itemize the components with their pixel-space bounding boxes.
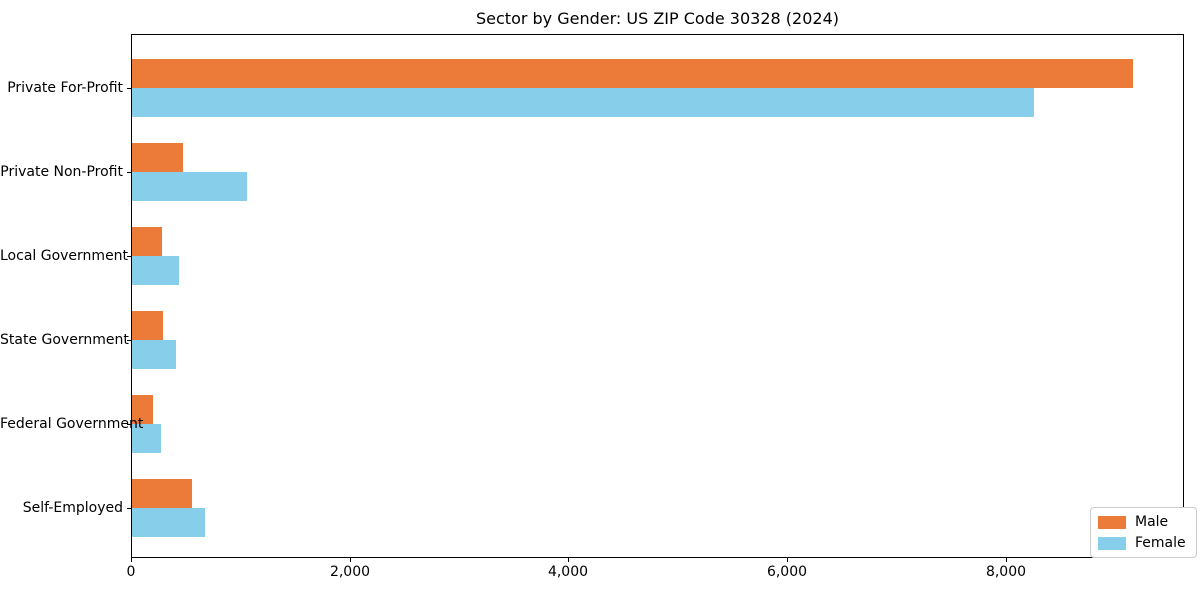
bar-female-self-employed: [132, 508, 205, 537]
y-tick-label-state-government: State Government: [0, 332, 129, 348]
legend-label-female: Female: [1135, 535, 1186, 551]
legend: Male Female: [1090, 507, 1197, 558]
x-tick-label-0: 0: [126, 564, 136, 580]
y-tick-mark: [127, 88, 131, 89]
bar-male-state-government: [132, 311, 163, 340]
bar-male-federal-government: [132, 395, 153, 424]
bar-male-private-non-profit: [132, 143, 183, 172]
bar-female-local-government: [132, 256, 179, 285]
x-tick-mark: [787, 558, 788, 562]
bar-male-self-employed: [132, 479, 192, 508]
y-tick-mark: [127, 172, 131, 173]
bar-female-private-non-profit: [132, 172, 247, 201]
y-tick-label-private-non-profit: Private Non-Profit: [0, 164, 123, 180]
x-tick-mark: [350, 558, 351, 562]
x-tick-mark: [568, 558, 569, 562]
x-tick-mark: [131, 558, 132, 562]
y-tick-label-private-for-profit: Private For-Profit: [7, 80, 123, 96]
y-tick-mark: [127, 424, 131, 425]
plot-area: [131, 34, 1184, 558]
legend-label-male: Male: [1135, 514, 1169, 530]
y-tick-mark: [127, 340, 131, 341]
x-tick-label-6000: 6,000: [766, 564, 808, 580]
y-tick-mark: [127, 256, 131, 257]
x-tick-label-4000: 4,000: [547, 564, 589, 580]
y-tick-label-federal-government: Federal Government: [0, 416, 144, 432]
chart-title: Sector by Gender: US ZIP Code 30328 (202…: [476, 9, 839, 28]
x-tick-label-2000: 2,000: [329, 564, 371, 580]
bar-female-private-for-profit: [132, 88, 1034, 117]
legend-swatch-female: [1098, 536, 1126, 550]
bar-female-state-government: [132, 340, 176, 369]
y-tick-label-local-government: Local Government: [0, 248, 129, 264]
bar-female-federal-government: [132, 424, 161, 453]
y-tick-mark: [127, 508, 131, 509]
x-tick-mark: [1006, 558, 1007, 562]
legend-item-female: Female: [1098, 535, 1186, 551]
x-tick-label-8000: 8,000: [985, 564, 1027, 580]
legend-swatch-male: [1098, 515, 1126, 529]
bar-male-private-for-profit: [132, 59, 1133, 88]
legend-item-male: Male: [1098, 514, 1186, 530]
bar-male-local-government: [132, 227, 162, 256]
y-tick-label-self-employed: Self-Employed: [22, 500, 123, 516]
